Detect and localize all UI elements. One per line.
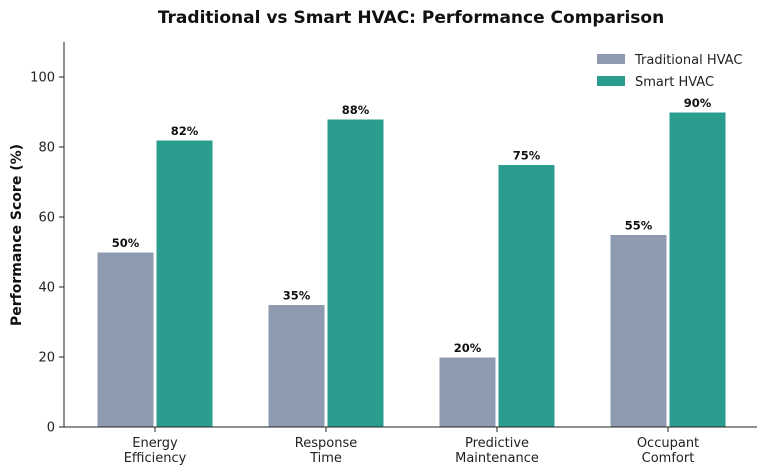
x-tick-label-line: Maintenance (455, 451, 539, 466)
legend-swatch-smart (597, 76, 625, 86)
bar-smart-0 (155, 139, 214, 428)
x-tick-label-line: Time (309, 451, 342, 466)
bars-layer: 50% 82% 35% 88% 20% 75% 55% 90% (96, 96, 727, 428)
legend-label-smart: Smart HVAC (635, 75, 714, 90)
y-tick-label-20: 20 (38, 351, 55, 366)
x-tick-label-line: Occupant (637, 436, 699, 451)
x-tick-label-line: Comfort (642, 451, 695, 466)
bar-smart-1 (326, 118, 385, 428)
x-tick-label-line: Efficiency (124, 451, 187, 466)
x-tick-label-1: Response Time (295, 436, 357, 466)
legend: Traditional HVAC Smart HVAC (597, 53, 742, 90)
x-tick-label-line: Energy (132, 436, 178, 451)
x-tick-label-2: Predictive Maintenance (455, 436, 539, 466)
data-label-smart-0: 82% (171, 124, 199, 138)
legend-label-traditional: Traditional HVAC (634, 53, 742, 68)
data-label-smart-1: 88% (342, 103, 370, 117)
data-label-traditional-3: 55% (625, 219, 653, 233)
y-axis-label: Performance Score (%) (9, 144, 25, 326)
bar-traditional-0 (96, 251, 155, 428)
data-label-traditional-1: 35% (283, 289, 311, 303)
legend-swatch-traditional (597, 54, 625, 64)
y-tick-label-80: 80 (38, 141, 55, 156)
y-tick-label-60: 60 (38, 211, 55, 226)
x-tick-label-line: Response (295, 436, 357, 451)
x-tick-label-line: Predictive (465, 436, 529, 451)
data-label-traditional-0: 50% (112, 236, 140, 250)
y-tick-label-0: 0 (47, 421, 55, 436)
x-tick-label-3: Occupant Comfort (637, 436, 699, 466)
bar-smart-3 (668, 111, 727, 428)
chart-title: Traditional vs Smart HVAC: Performance C… (158, 8, 664, 28)
bar-traditional-1 (267, 304, 326, 428)
axes-layer: Energy Efficiency Response Time Predictive Ma… (30, 42, 757, 466)
y-tick-label-40: 40 (38, 281, 55, 296)
bar-traditional-2 (438, 356, 497, 428)
bar-smart-2 (497, 164, 556, 428)
data-label-traditional-2: 20% (454, 341, 482, 355)
y-tick-label-100: 100 (30, 71, 55, 86)
data-label-smart-3: 90% (684, 96, 712, 110)
bar-traditional-3 (609, 234, 668, 428)
x-tick-label-0: Energy Efficiency (124, 436, 187, 466)
data-label-smart-2: 75% (513, 149, 541, 163)
